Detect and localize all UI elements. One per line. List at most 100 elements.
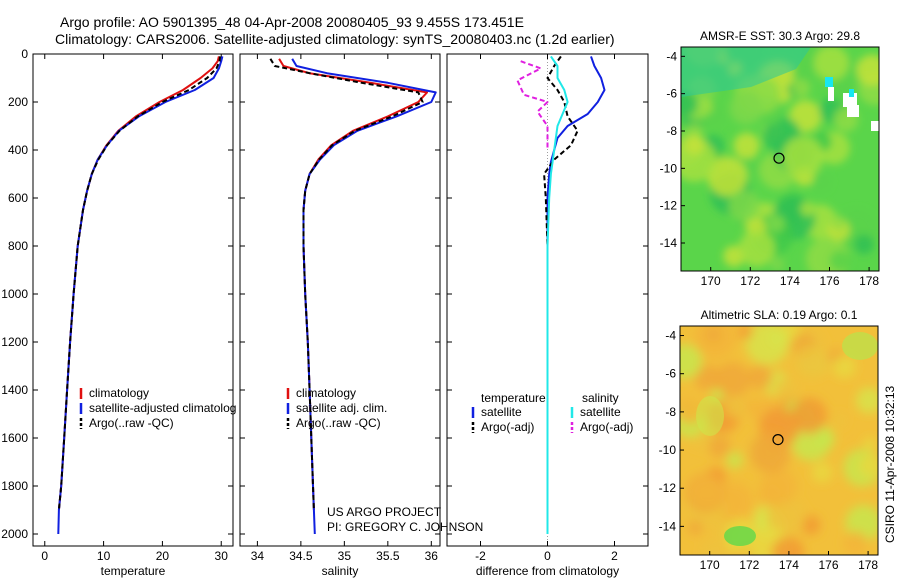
map-cell <box>767 215 785 233</box>
map-cell <box>733 132 760 159</box>
project-label: US ARGO PROJECT <box>327 505 442 519</box>
map-cell <box>693 326 736 359</box>
x-tick-label: 35 <box>338 549 352 563</box>
map-cell <box>800 201 815 216</box>
map-cell <box>749 432 791 474</box>
legend-label: Argo(..raw -QC) <box>89 416 174 430</box>
x-tick-label: 170 <box>701 274 721 288</box>
timestamp-stamp: CSIRO 11-Apr-2008 10:32:13 <box>883 385 897 543</box>
legend-label: climatology <box>89 386 149 400</box>
y-tick-label: -12 <box>660 199 678 213</box>
sla-map: Altimetric SLA: 0.19 Argo: 0.1 170 172 174 1… <box>659 308 879 572</box>
x-tick-label: 178 <box>859 274 879 288</box>
map-cell <box>810 171 831 192</box>
temperature-panel: 0 10 20 30 temperature 0 200 400 600 800 1000 1200 1… <box>1 47 236 578</box>
map-cell <box>723 395 746 418</box>
x-tick-label: 170 <box>700 558 720 572</box>
series-line-climatology <box>278 58 428 511</box>
map-cloud-cell <box>871 121 879 131</box>
y-tick-label: 1400 <box>1 383 28 397</box>
map-cell <box>774 378 798 402</box>
header-line-1: Argo profile: AO 5901395_48 04-Apr-2008 … <box>60 14 524 30</box>
profile-location-marker <box>772 434 784 446</box>
x-tick-label: 178 <box>858 558 878 572</box>
series-line-argo-raw-qc- <box>269 58 424 511</box>
y-tick-label: 1000 <box>1 287 28 301</box>
map-cell <box>726 452 743 469</box>
map-cloud-cell <box>847 105 859 117</box>
plot-frame <box>239 53 441 547</box>
map-cell <box>738 230 775 267</box>
map-low-anomaly <box>724 526 756 546</box>
map-cell <box>745 326 789 365</box>
x-tick-label: 172 <box>740 274 760 288</box>
map-cell <box>811 462 833 483</box>
map-field <box>680 326 878 555</box>
map-cell <box>693 364 721 391</box>
series-line-climatology <box>57 56 220 511</box>
map-cell <box>680 344 703 379</box>
x-tick-label: 172 <box>739 558 759 572</box>
legend-label: satellite adj. clim. <box>296 401 387 415</box>
map-cell <box>854 234 874 255</box>
legend-label: climatology <box>296 386 356 400</box>
y-tick-label: 400 <box>8 143 28 157</box>
map-cell <box>792 79 810 98</box>
map-cell <box>766 496 806 536</box>
map-cell <box>706 327 721 342</box>
series-line-satellite-adjusted-climatology <box>57 56 224 535</box>
map-cell <box>708 435 731 458</box>
legend-label: satellite-adjusted climatolog <box>89 401 236 415</box>
y-tick-label: -12 <box>659 481 677 495</box>
profile-location-marker <box>773 152 785 164</box>
map-cell <box>801 515 821 535</box>
x-tick-label: 174 <box>779 558 799 572</box>
map-cell <box>829 250 851 271</box>
map-cell <box>700 538 727 555</box>
y-tick-label: -4 <box>666 49 677 63</box>
map-cloud-cell <box>828 87 834 101</box>
legend-label: satellite <box>580 405 621 419</box>
series-line-salinity-argo-adj- <box>516 60 549 150</box>
map-cell <box>748 364 773 390</box>
x-tick-label: 36 <box>425 549 439 563</box>
y-tick-label: 0 <box>21 47 28 61</box>
pi-label: PI: GREGORY C. JOHNSON <box>327 520 483 534</box>
series-line-temperature-argo-adj- <box>543 55 579 510</box>
map-low-anomaly <box>696 396 724 436</box>
map-cell <box>684 134 705 155</box>
y-tick-label: -14 <box>659 519 677 533</box>
x-tick-label: 34.5 <box>289 549 313 563</box>
x-tick-label: -2 <box>475 549 486 563</box>
plot-frame <box>32 53 234 547</box>
x-tick-label: 34 <box>251 549 265 563</box>
y-tick-label: -10 <box>660 161 678 175</box>
map-cell <box>688 520 703 536</box>
map-cell <box>707 156 747 197</box>
x-tick-label: 0 <box>544 549 551 563</box>
map-frame <box>680 46 880 272</box>
legend-heading: salinity <box>582 391 619 405</box>
salinity-panel: 34 34.5 35 35.5 36 salinity climatologysatelli… <box>239 53 441 578</box>
y-tick-label: 1800 <box>1 479 28 493</box>
map-cell <box>714 362 751 399</box>
sst-map: AMSR-E SST: 30.3 Argo: 29.8 170 172 174 176 1… <box>660 29 880 288</box>
map-frame <box>679 325 879 556</box>
y-tick-label: 1600 <box>1 431 28 445</box>
x-tick-label: 20 <box>156 549 170 563</box>
map-cell <box>782 136 824 178</box>
y-tick-label: -8 <box>665 405 676 419</box>
map-cell <box>856 387 878 414</box>
x-tick-label: 0 <box>41 549 48 563</box>
y-tick-label: 2000 <box>1 527 28 541</box>
map-cell <box>793 344 828 379</box>
map-title: Altimetric SLA: 0.19 Argo: 0.1 <box>701 308 858 322</box>
y-tick-label: -4 <box>665 329 676 343</box>
map-cell <box>831 216 845 231</box>
legend-heading: temperature <box>481 391 546 405</box>
y-tick-label: 200 <box>8 95 28 109</box>
map-cell <box>691 476 722 508</box>
